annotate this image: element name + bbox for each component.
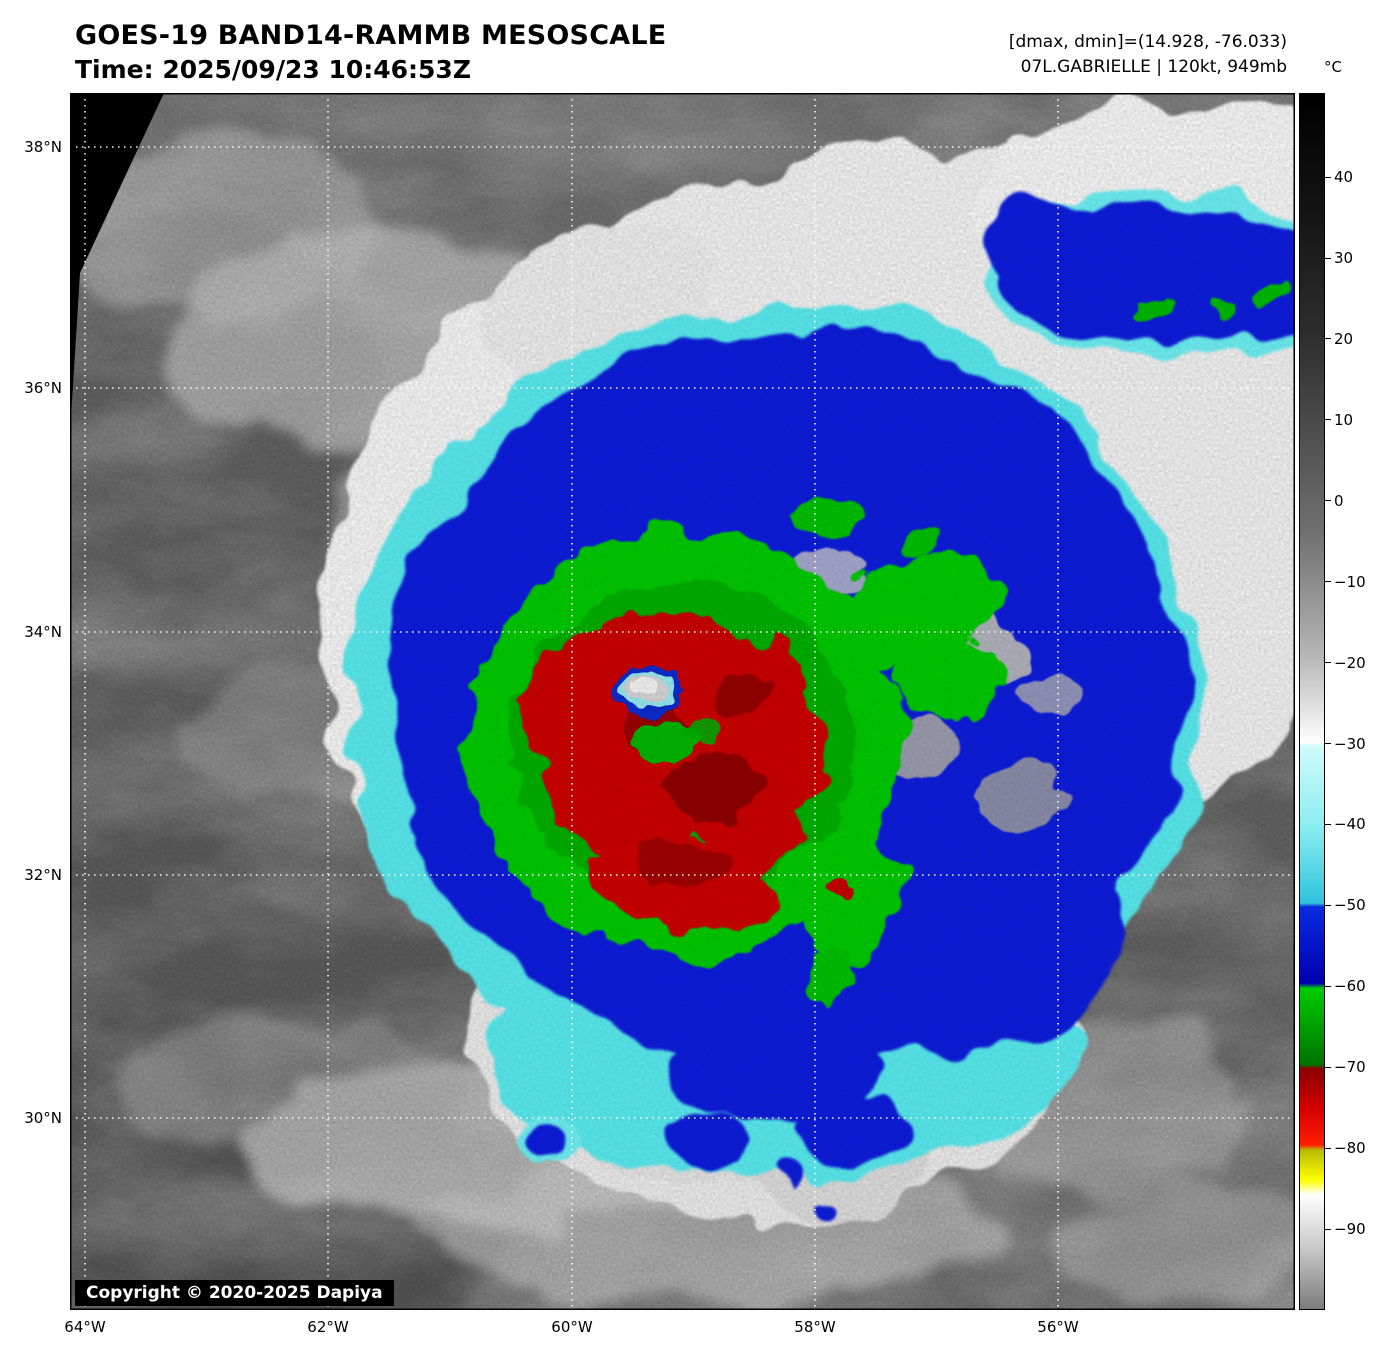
colorbar-tick-mark (1325, 1228, 1331, 1230)
colorbar-tick-mark (1325, 419, 1331, 421)
colorbar-tick-mark (1325, 257, 1331, 259)
colorbar-tick-label: −90 (1334, 1220, 1366, 1239)
colorbar-tick-mark (1325, 581, 1331, 583)
lon-label: 60°W (551, 1318, 593, 1336)
lat-label: 36°N (24, 379, 62, 397)
colorbar-tick-label: −80 (1334, 1139, 1366, 1158)
colorbar-tick-label: 30 (1334, 249, 1354, 268)
satellite-image: Copyright © 2020-2025 Dapiya (70, 93, 1295, 1310)
map-border (70, 93, 1295, 1310)
lon-label: 56°W (1037, 1318, 1079, 1336)
colorbar-tick-label: −50 (1334, 896, 1366, 915)
temperature-colorbar (1299, 93, 1325, 1310)
colorbar-tick-mark (1325, 743, 1331, 745)
colorbar-tick-label: 40 (1334, 168, 1354, 187)
colorbar-tick-label: 0 (1334, 491, 1344, 510)
lat-label: 38°N (24, 138, 62, 156)
copyright-badge: Copyright © 2020-2025 Dapiya (75, 1280, 394, 1306)
colorbar-tick-label: −10 (1334, 572, 1366, 591)
lat-label: 34°N (24, 623, 62, 641)
graticule (70, 93, 1295, 1310)
colorbar-tick-label: −70 (1334, 1058, 1366, 1077)
colorbar-tick-label: −40 (1334, 815, 1366, 834)
colorbar-tick-mark (1325, 662, 1331, 664)
lon-label: 64°W (64, 1318, 106, 1336)
missing-data-wedge (70, 93, 164, 433)
satellite-scene (70, 93, 1295, 1310)
colorbar-tick-label: −60 (1334, 977, 1366, 996)
dmax-dmin-readout: [dmax, dmin]=(14.928, -76.033) (1008, 32, 1287, 52)
colorbar-tick-mark (1325, 904, 1331, 906)
colorbar-tick-mark (1325, 500, 1331, 502)
storm-annotations: [dmax, dmin]=(14.928, -76.033) 07L.GABRI… (1009, 30, 1287, 80)
lat-label: 32°N (24, 866, 62, 884)
colorbar-tick-mark (1325, 176, 1331, 178)
colorbar-tick-label: −20 (1334, 653, 1366, 672)
colorbar-tick-label: 20 (1334, 329, 1354, 348)
timestamp: Time: 2025/09/23 10:46:53Z (75, 55, 471, 84)
colorbar-tick-mark (1325, 823, 1331, 825)
colorbar-tick-mark (1325, 985, 1331, 987)
colorbar-tick-mark (1325, 1147, 1331, 1149)
lon-label: 62°W (307, 1318, 349, 1336)
colorbar-tick-mark (1325, 338, 1331, 340)
page-title: GOES-19 BAND14-RAMMB MESOSCALE (75, 20, 667, 51)
colorbar-tick-label: 10 (1334, 410, 1354, 429)
colorbar-tick-label: −30 (1334, 734, 1366, 753)
colorbar-tick-mark (1325, 1066, 1331, 1068)
sensor-noise (70, 93, 1295, 1310)
colorbar-unit-label: °C (1324, 58, 1342, 76)
lat-label: 30°N (24, 1109, 62, 1127)
storm-intensity-label: 07L.GABRIELLE | 120kt, 949mb (1020, 57, 1287, 77)
lon-label: 58°W (794, 1318, 836, 1336)
